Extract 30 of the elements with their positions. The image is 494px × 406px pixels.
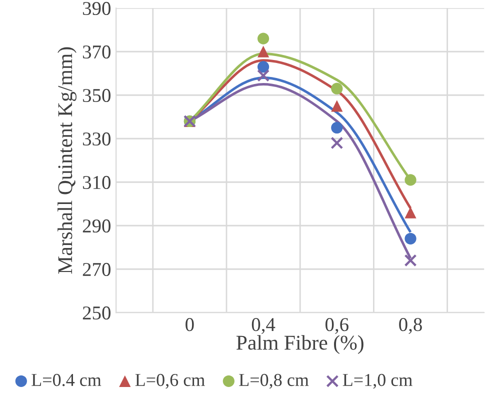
- legend-label: L=1,0 cm: [342, 374, 412, 389]
- x-tick-label: 0,4: [252, 318, 276, 334]
- x-tick-label: 0: [186, 318, 194, 332]
- y-tick-label: 310: [82, 176, 110, 190]
- y-tick-label: 250: [82, 306, 110, 320]
- point: [404, 174, 416, 186]
- point: [257, 69, 270, 82]
- point: [404, 232, 416, 244]
- y-tick-label: 270: [82, 262, 110, 276]
- y-tick-label: 370: [82, 45, 110, 59]
- point: [330, 136, 344, 150]
- y-tick-label: 290: [82, 219, 110, 233]
- point: [404, 206, 416, 218]
- point: [331, 82, 343, 94]
- legend-label: L=0.4 cm: [32, 374, 102, 386]
- y-axis-title: Marshall Quintent Kg/mm): [58, 47, 77, 274]
- point: [257, 46, 270, 58]
- point: [257, 32, 270, 44]
- x-tick-label: 0,8: [399, 318, 422, 334]
- point: [404, 254, 417, 267]
- legend-label: L=0,8 cm: [239, 374, 309, 389]
- x-tick-label: 0,6: [325, 318, 348, 334]
- y-tick-label: 350: [82, 88, 110, 102]
- legend-label: L=0,6 cm: [135, 374, 205, 389]
- point: [331, 100, 343, 112]
- y-tick-label: 390: [82, 2, 110, 16]
- x-axis-title: Palm Fibre (%): [236, 335, 364, 354]
- point: [257, 61, 270, 73]
- point: [331, 122, 343, 134]
- y-tick-label: 330: [82, 132, 110, 146]
